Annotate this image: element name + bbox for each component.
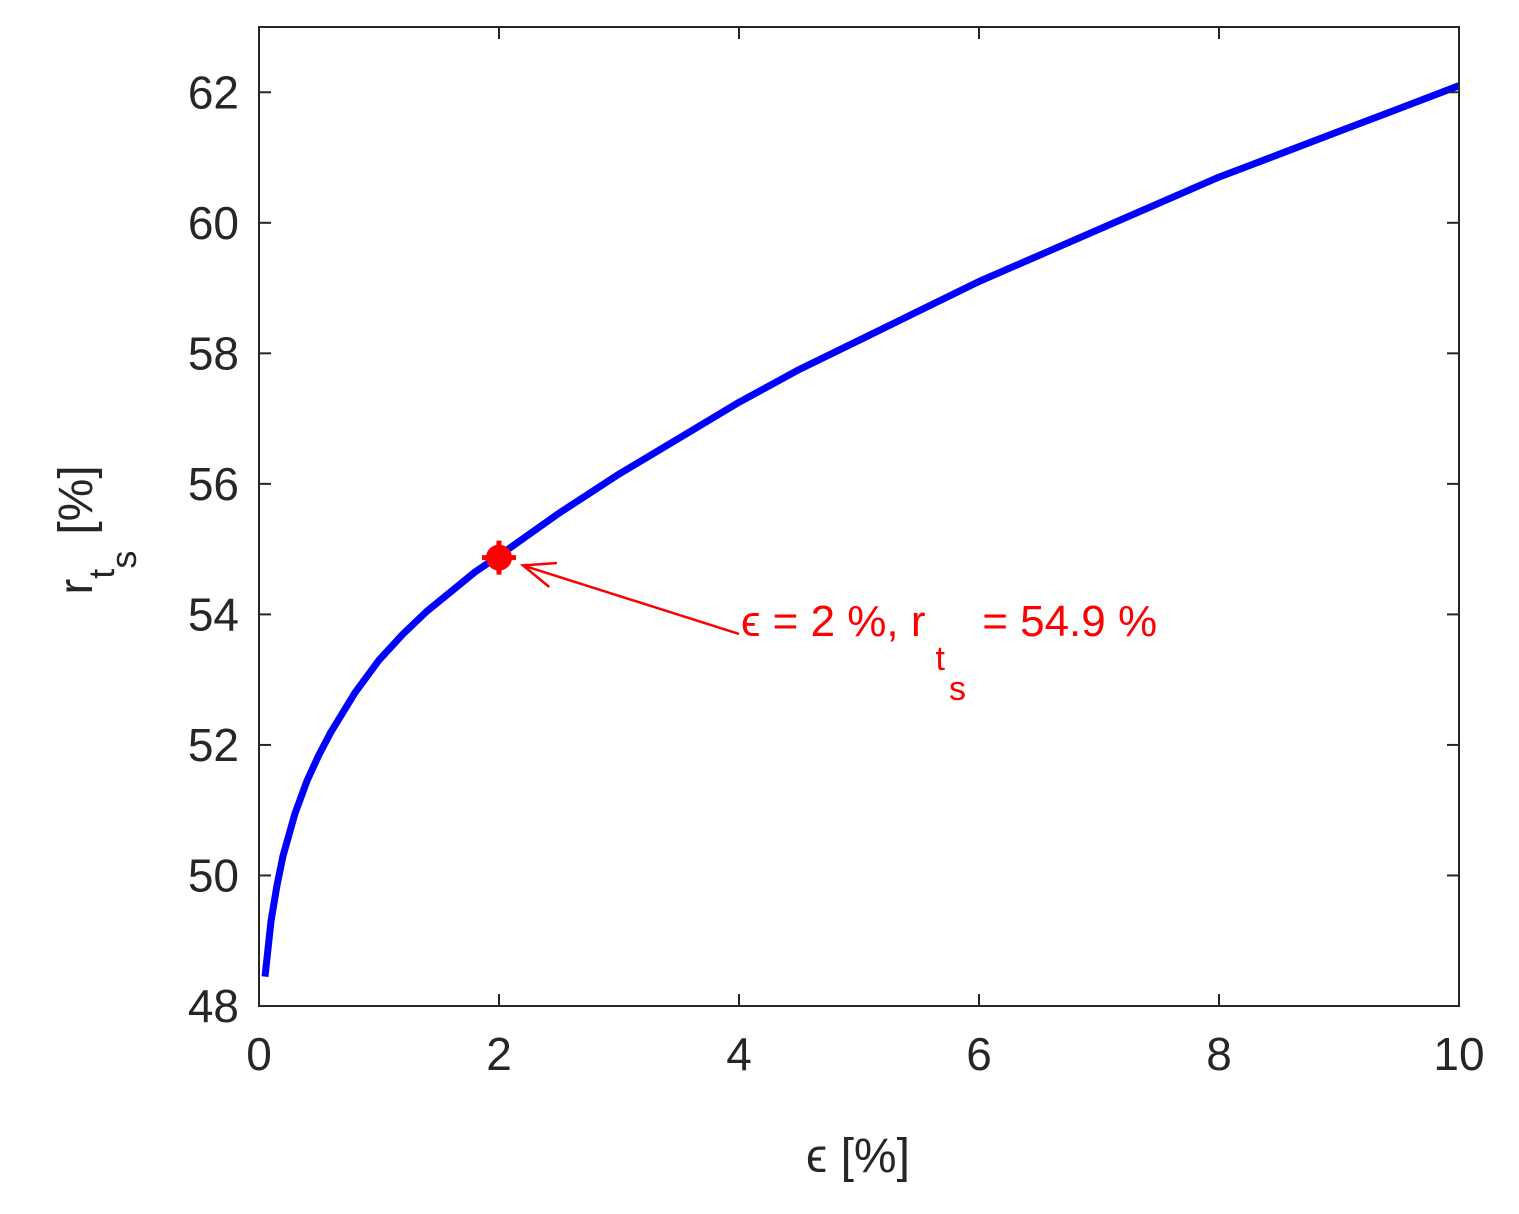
annotation-text-value: = 54.9 % <box>970 597 1157 646</box>
y-axis-unit: [%] <box>50 465 103 534</box>
x-tick-label: 0 <box>246 1028 272 1080</box>
y-tick-label: 48 <box>188 980 239 1032</box>
x-axis-unit: [%] <box>841 1130 910 1183</box>
x-axis-symbol: ϵ <box>806 1130 827 1183</box>
y-tick-label: 60 <box>188 197 239 249</box>
annotation-sub2: s <box>949 670 966 708</box>
y-tick-label: 52 <box>188 719 239 771</box>
y-axis-base: r <box>50 579 103 595</box>
y-axis-sub2: s <box>103 551 144 569</box>
x-tick-label: 8 <box>1206 1028 1232 1080</box>
annotation-arrow-head <box>519 561 558 588</box>
series-line-0 <box>261 82 1461 977</box>
y-tick-label: 56 <box>188 458 239 510</box>
y-axis-sub1: t <box>81 569 122 579</box>
annotation-text-main: ϵ = 2 %, r <box>741 597 926 646</box>
plot-area-frame <box>258 26 1460 1007</box>
x-axis-label: ϵ [%] <box>806 1130 910 1183</box>
x-tick-label: 4 <box>726 1028 752 1080</box>
y-tick-label: 58 <box>188 327 239 379</box>
y-tick-label: 62 <box>188 66 239 118</box>
x-tick-label: 10 <box>1433 1028 1484 1080</box>
y-tick-label: 50 <box>188 849 239 901</box>
x-tick-label: 6 <box>966 1028 992 1080</box>
annotation-arrow-line <box>522 564 740 636</box>
annotation-text: ϵ = 2 %, r ts = 54.9 % <box>741 597 1157 708</box>
x-tick-label: 2 <box>486 1028 512 1080</box>
annotation-sub1: t <box>936 640 946 678</box>
y-tick-label: 54 <box>188 588 239 640</box>
y-axis-label: rts[%] <box>50 465 144 594</box>
